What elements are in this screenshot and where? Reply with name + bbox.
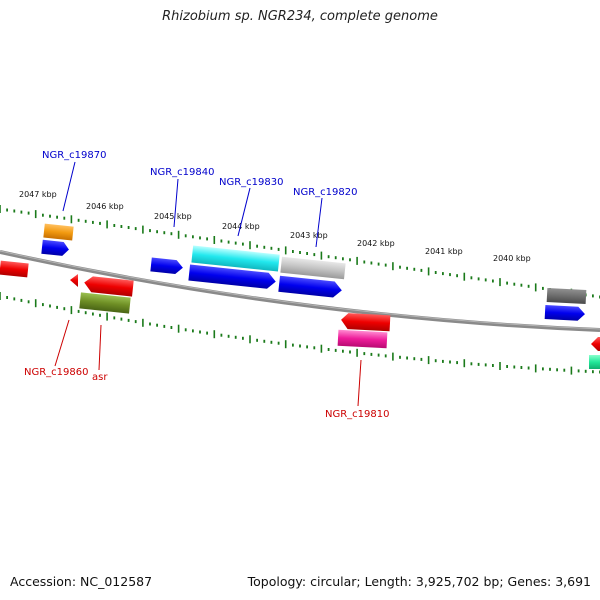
gene-feature-green[interactable]	[589, 355, 600, 369]
genome-title: Rhizobium sp. NGR234, complete genome	[162, 9, 438, 24]
gene-feature-red[interactable]	[0, 260, 29, 278]
kbp-label: 2040 kbp	[493, 254, 531, 263]
gene-feature-cyan[interactable]	[191, 245, 280, 272]
gene-label[interactable]: NGR_c19870	[42, 150, 107, 161]
gene-feature-orange[interactable]	[43, 223, 74, 241]
scale-ticks-lower	[0, 292, 600, 375]
gene-label[interactable]: NGR_c19840	[150, 167, 215, 178]
leader-line	[62, 161, 76, 212]
gene-feature-blue[interactable]	[188, 264, 276, 290]
gene-feature-pink[interactable]	[337, 329, 388, 349]
kbp-label: 2042 kbp	[357, 239, 395, 248]
leader-line	[98, 324, 102, 371]
gene-label[interactable]: NGR_c19810	[325, 409, 390, 420]
gene-label[interactable]: asr	[92, 372, 108, 383]
gene-feature-blue[interactable]	[41, 239, 69, 257]
accession-text: Accession: NC_012587	[10, 574, 153, 589]
leader-line	[357, 359, 362, 407]
genome-backbone	[0, 250, 600, 332]
gene-feature-blue[interactable]	[278, 275, 342, 298]
kbp-label: 2043 kbp	[290, 231, 328, 240]
gene-feature-blue[interactable]	[544, 305, 586, 321]
kbp-label: 2046 kbp	[86, 202, 124, 211]
gene-label[interactable]: NGR_c19860	[24, 367, 89, 378]
gene-label[interactable]: NGR_c19830	[219, 177, 284, 188]
leader-line	[315, 197, 323, 248]
gene-label[interactable]: NGR_c19820	[293, 187, 358, 198]
leader-line	[173, 178, 179, 228]
leader-line	[237, 187, 251, 237]
gene-feature-red[interactable]	[341, 313, 391, 332]
gene-feature-blue[interactable]	[150, 257, 183, 275]
kbp-label: 2045 kbp	[154, 212, 192, 221]
leader-line	[54, 319, 70, 367]
kbp-label: 2047 kbp	[19, 190, 57, 199]
gene-feature-red[interactable]	[83, 276, 134, 297]
topology-text: Topology: circular; Length: 3,925,702 bp…	[247, 574, 591, 589]
kbp-label: 2041 kbp	[425, 247, 463, 256]
gene-feature-olive[interactable]	[79, 292, 131, 314]
gene-feature-red[interactable]	[70, 274, 78, 287]
gene-feature-gray[interactable]	[280, 256, 346, 280]
gene-feature-darkgray[interactable]	[546, 288, 587, 305]
gene-feature-red[interactable]	[591, 337, 600, 351]
